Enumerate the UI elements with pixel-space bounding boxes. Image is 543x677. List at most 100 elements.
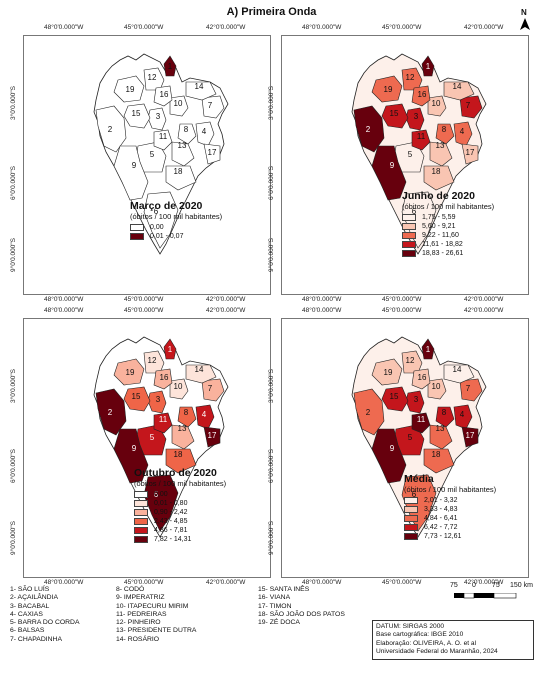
region-16	[153, 368, 173, 390]
region-9	[371, 145, 407, 201]
region-label: 13	[178, 424, 187, 433]
region-label: 8	[184, 125, 189, 134]
region-4	[453, 404, 473, 430]
region-label: 3	[414, 395, 419, 404]
region-label: 19	[126, 368, 135, 377]
region-label: 15	[390, 109, 399, 118]
region-7	[459, 95, 483, 119]
legend-row: 9,22 - 11,60	[402, 231, 494, 240]
region-15	[123, 386, 151, 412]
region-label: 12	[148, 73, 157, 82]
x-tick-label: 45°0'0.000"W	[124, 307, 164, 314]
y-tick-label: 6°0'0.000"S	[268, 449, 275, 483]
region-14	[443, 81, 475, 101]
region-17	[461, 426, 479, 448]
region-12	[143, 350, 165, 374]
list-item: 3- BACABAL	[10, 602, 50, 610]
legend-label: 0,01 - 0,80	[154, 500, 188, 507]
region-label: 3	[156, 112, 161, 121]
region-label: 15	[132, 109, 141, 118]
list-item: 15- SANTA INÊS	[258, 586, 310, 593]
y-tick-label: 3°0'0.000"S	[10, 369, 17, 403]
x-tick-label: 48°0'0.000"W	[302, 296, 342, 303]
region-19	[371, 75, 403, 103]
y-tick-label: 9°0'0.000"S	[10, 521, 17, 555]
region-label: 19	[384, 368, 393, 377]
list-item: 5- BARRA DO CORDA	[10, 619, 80, 627]
list-item: 19- ZÉ DOCA	[258, 619, 300, 627]
region-label: 16	[418, 373, 427, 382]
figure-title: A) Primeira Onda	[226, 6, 317, 18]
region-6	[401, 474, 437, 532]
region-label: 8	[442, 125, 447, 134]
credits-box: DATUM: SIRGAS 2000 Base cartográfica: IB…	[372, 620, 534, 660]
region-label: 6	[154, 490, 159, 499]
map-panel-3: 1 2 3 4 5 6 7 8 9 10 11 12 13 14 15 16 17 18 19 48°0'0.000"…	[10, 307, 271, 586]
region-label: 11	[417, 132, 426, 141]
y-tick-label: 9°0'0.000"S	[10, 238, 17, 272]
region-7	[459, 378, 483, 402]
region-9	[113, 145, 149, 201]
legend-label: 7,82 - 14,31	[154, 536, 192, 543]
list-item: 2- AÇAILÂNDIA	[10, 594, 58, 602]
region-label: 4	[202, 410, 207, 419]
x-tick-label: 42°0'0.000"W	[206, 307, 246, 314]
region-label: 19	[384, 85, 393, 94]
region-label: 18	[432, 450, 441, 459]
region-4	[453, 121, 473, 147]
legend-label: 0,90 - 2,42	[154, 509, 188, 516]
legend-swatch	[130, 233, 144, 240]
x-tick-label: 42°0'0.000"W	[464, 307, 504, 314]
region-6	[143, 191, 179, 249]
region-16	[411, 85, 431, 107]
region-label: 16	[160, 373, 169, 382]
x-tick-label: 45°0'0.000"W	[124, 296, 164, 303]
region-8	[177, 406, 197, 428]
region-13	[429, 424, 453, 450]
legend-label: 4,84 - 6,41	[424, 515, 458, 522]
y-tick-label: 9°0'0.000"S	[268, 238, 275, 272]
legend-row: 11,61 - 18,82	[402, 240, 494, 249]
y-tick-label: 9°0'0.000"S	[268, 521, 275, 555]
region-9	[113, 428, 149, 484]
legend-row: 0,01 - 0,80	[134, 499, 226, 508]
x-tick-label: 48°0'0.000"W	[44, 296, 84, 303]
legend-subtitle: (óbitos / 100 mil habitantes)	[134, 479, 227, 488]
region-18	[423, 448, 455, 474]
region-label: 15	[390, 392, 399, 401]
x-tick-label: 48°0'0.000"W	[302, 579, 342, 586]
region-8	[177, 123, 197, 145]
region-label: 2	[108, 408, 113, 417]
region-16	[153, 85, 173, 107]
legend-subtitle: (óbitos / 100 mil habitantes)	[402, 202, 495, 211]
region-label: 8	[184, 408, 189, 417]
legend-swatch	[402, 223, 416, 230]
x-tick-label: 48°0'0.000"W	[44, 307, 84, 314]
region-label: 7	[208, 384, 213, 393]
region-label: 16	[418, 90, 427, 99]
region-10	[427, 95, 447, 117]
region-label: 1	[426, 345, 431, 354]
y-tick-label: 3°0'0.000"S	[268, 369, 275, 403]
region-label: 13	[436, 141, 445, 150]
region-label: 2	[366, 408, 371, 417]
region-label: 17	[466, 431, 475, 440]
region-14	[443, 364, 475, 384]
region-label: 10	[174, 382, 183, 391]
region-label: 18	[174, 167, 183, 176]
legend-title: Março de 2020	[130, 200, 203, 212]
region-label: 2	[366, 125, 371, 134]
x-tick-label: 45°0'0.000"W	[382, 579, 422, 586]
region-8	[435, 406, 455, 428]
legend-label: 2,01 - 3,32	[424, 497, 458, 504]
legend-swatch	[404, 524, 418, 531]
region-label: 4	[460, 127, 465, 136]
region-label: 9	[390, 444, 395, 453]
region-17	[203, 426, 221, 448]
region-label: 7	[208, 101, 213, 110]
legend-swatch	[134, 536, 148, 543]
region-10	[169, 95, 189, 117]
region-label: 1	[168, 62, 173, 71]
legend-swatch	[404, 497, 418, 504]
